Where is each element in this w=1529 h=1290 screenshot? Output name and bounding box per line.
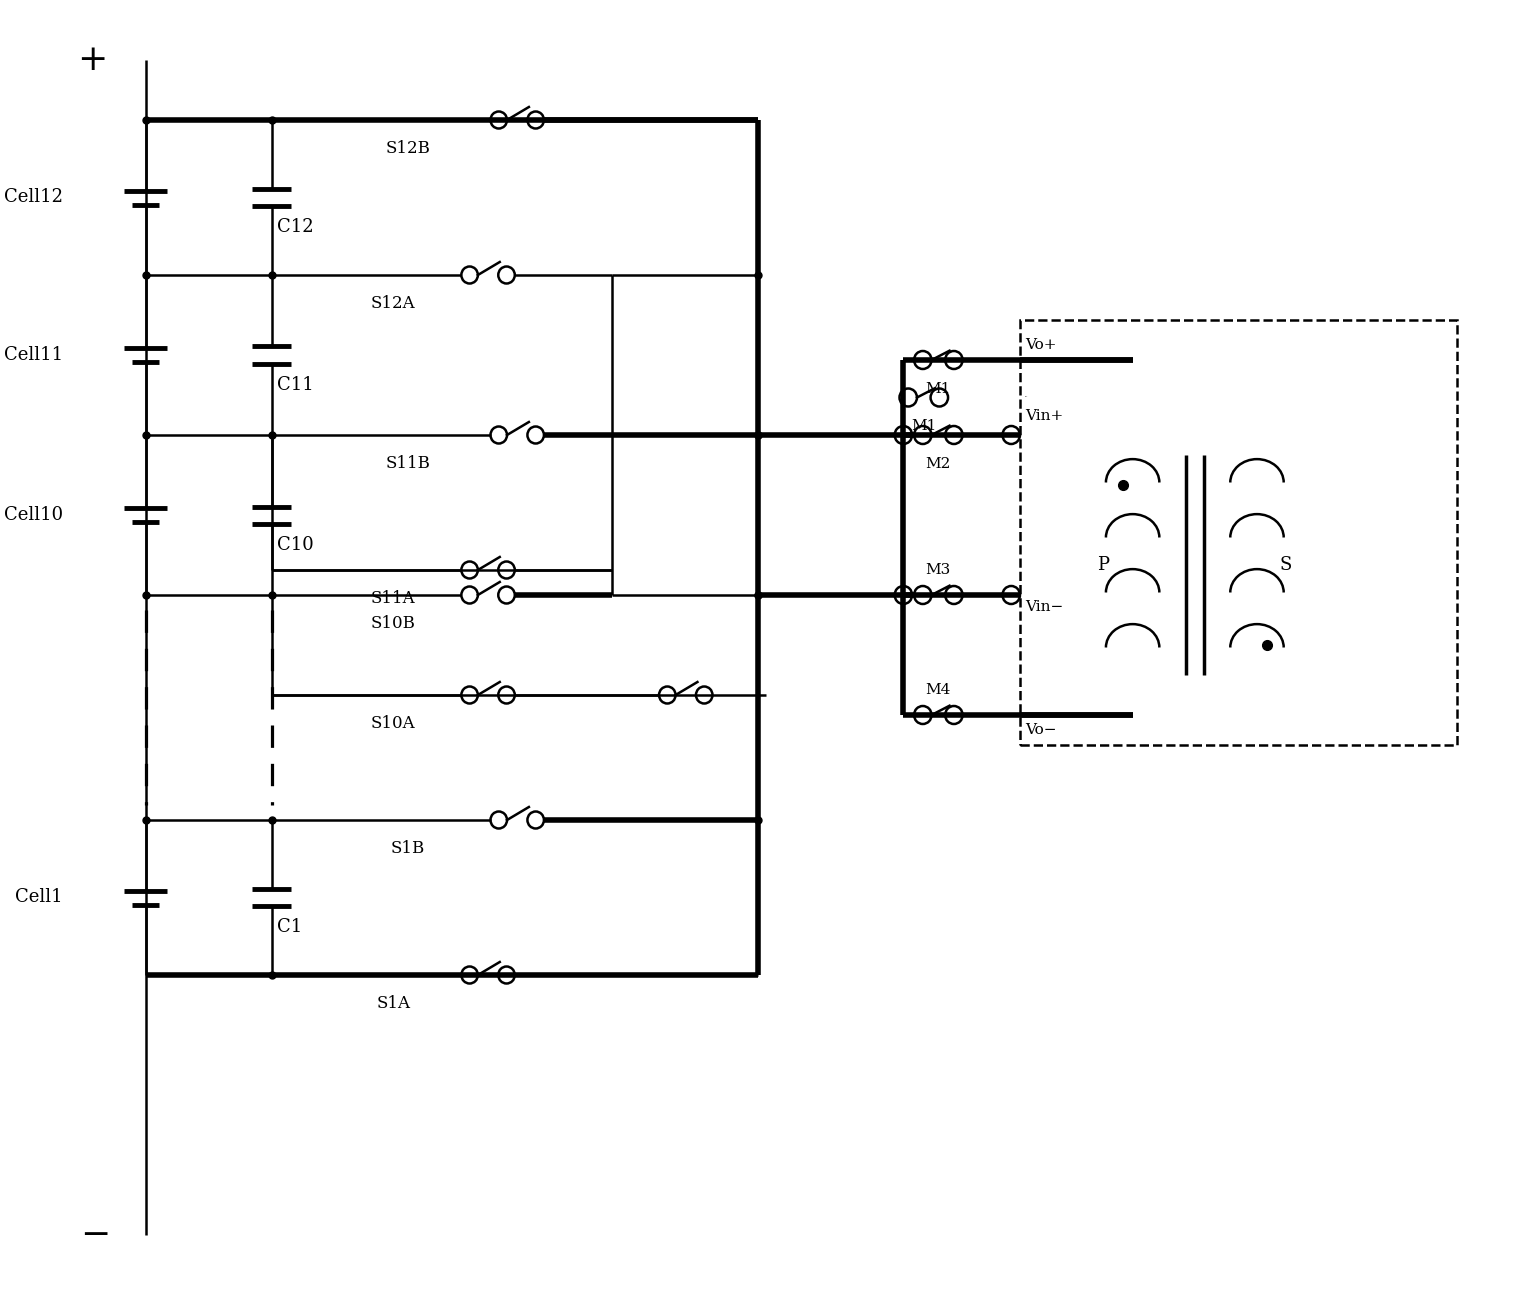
Text: Cell11: Cell11 bbox=[5, 346, 63, 364]
Text: S: S bbox=[1280, 556, 1292, 574]
Text: M1: M1 bbox=[925, 382, 951, 396]
Text: M3: M3 bbox=[925, 562, 951, 577]
Text: S11A: S11A bbox=[372, 590, 416, 608]
Text: Cell12: Cell12 bbox=[5, 188, 63, 206]
Text: S1A: S1A bbox=[376, 995, 410, 1011]
Text: C11: C11 bbox=[277, 375, 313, 393]
Text: S12B: S12B bbox=[385, 141, 430, 157]
Text: Vo−: Vo− bbox=[1024, 722, 1057, 737]
Text: Cell10: Cell10 bbox=[5, 506, 63, 524]
Text: P: P bbox=[1098, 556, 1110, 574]
Text: S10B: S10B bbox=[372, 615, 416, 632]
Text: S1B: S1B bbox=[391, 840, 425, 857]
Text: M1: M1 bbox=[911, 419, 936, 433]
Text: Vin+: Vin+ bbox=[1024, 409, 1063, 423]
Text: C10: C10 bbox=[277, 537, 313, 553]
Text: S11B: S11B bbox=[385, 455, 430, 472]
Text: Cell1: Cell1 bbox=[15, 889, 63, 907]
Text: S10A: S10A bbox=[372, 715, 416, 731]
Text: −: − bbox=[80, 1218, 110, 1253]
Text: C1: C1 bbox=[277, 918, 303, 937]
Text: M4: M4 bbox=[925, 682, 951, 697]
Text: Vin−: Vin− bbox=[1024, 600, 1063, 614]
Text: M2: M2 bbox=[925, 457, 951, 471]
Text: C12: C12 bbox=[277, 218, 313, 236]
Text: Vo+: Vo+ bbox=[1024, 338, 1057, 352]
Text: +: + bbox=[76, 43, 107, 77]
Text: S12A: S12A bbox=[372, 295, 416, 312]
